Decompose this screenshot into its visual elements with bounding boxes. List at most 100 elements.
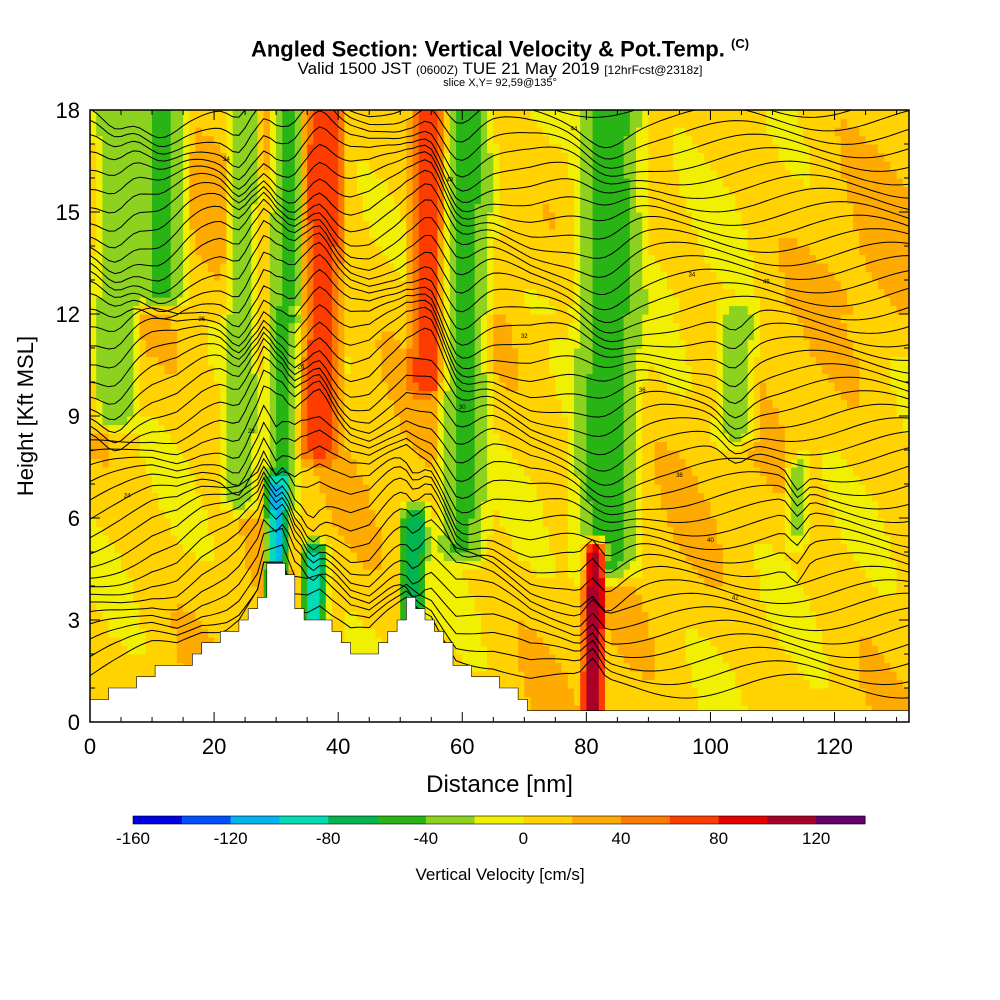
velocity-cell xyxy=(480,501,488,511)
velocity-cell xyxy=(332,475,339,485)
velocity-cell xyxy=(114,407,122,417)
velocity-cell xyxy=(350,560,358,570)
velocity-cell xyxy=(263,186,271,196)
velocity-cell xyxy=(133,424,141,434)
velocity-cell xyxy=(220,543,228,553)
velocity-cell xyxy=(133,263,141,273)
velocity-cell xyxy=(108,135,116,145)
velocity-cell xyxy=(90,331,97,341)
velocity-cell xyxy=(214,450,221,460)
velocity-cell xyxy=(238,339,246,349)
velocity-cell xyxy=(170,543,178,553)
velocity-cell xyxy=(102,620,110,630)
velocity-cell xyxy=(183,382,190,392)
velocity-cell xyxy=(201,467,209,477)
velocity-cell xyxy=(363,280,370,290)
velocity-cell xyxy=(449,526,457,536)
velocity-cell xyxy=(108,416,116,426)
velocity-cell xyxy=(338,628,345,638)
velocity-cell xyxy=(456,297,463,307)
velocity-cell xyxy=(226,560,234,570)
velocity-cell xyxy=(307,322,314,332)
velocity-cell xyxy=(170,280,178,290)
velocity-cell xyxy=(114,671,122,681)
velocity-cell xyxy=(511,382,519,392)
velocity-cell xyxy=(499,560,507,570)
velocity-cell xyxy=(443,569,451,579)
velocity-cell xyxy=(96,662,103,672)
velocity-cell xyxy=(499,263,507,273)
velocity-cell xyxy=(474,560,482,570)
velocity-cell xyxy=(294,560,302,570)
velocity-cell xyxy=(195,569,203,579)
velocity-cell xyxy=(418,135,426,145)
velocity-cell xyxy=(462,518,470,528)
velocity-cell xyxy=(90,433,97,443)
velocity-cell xyxy=(499,611,507,621)
velocity-cell xyxy=(145,280,153,290)
velocity-cell xyxy=(307,509,314,519)
velocity-cell xyxy=(282,450,290,460)
velocity-cell xyxy=(418,475,426,485)
velocity-cell xyxy=(90,365,97,375)
velocity-cell xyxy=(164,433,172,443)
velocity-cell xyxy=(400,535,407,545)
velocity-cell xyxy=(102,594,110,604)
velocity-cell xyxy=(207,331,215,341)
velocity-cell xyxy=(195,297,203,307)
velocity-cell xyxy=(90,569,97,579)
velocity-cell xyxy=(220,535,228,545)
velocity-cell xyxy=(505,399,513,409)
velocity-cell xyxy=(232,390,240,400)
velocity-cell xyxy=(387,569,395,579)
velocity-cell xyxy=(114,339,122,349)
velocity-cell xyxy=(418,212,426,222)
velocity-cell xyxy=(468,382,476,392)
velocity-cell xyxy=(108,288,116,298)
velocity-cell xyxy=(332,577,339,587)
velocity-cell xyxy=(189,586,197,596)
velocity-cell xyxy=(195,365,203,375)
velocity-cell xyxy=(276,322,283,332)
velocity-cell xyxy=(437,331,445,341)
velocity-cell xyxy=(499,161,507,171)
velocity-cell xyxy=(269,492,277,502)
velocity-cell xyxy=(468,144,476,154)
velocity-cell xyxy=(375,416,383,426)
velocity-cell xyxy=(214,458,221,468)
valid-utc: (0600Z) xyxy=(416,63,459,77)
velocity-cell xyxy=(176,407,184,417)
velocity-cell xyxy=(139,365,147,375)
velocity-cell xyxy=(294,526,302,536)
velocity-cell xyxy=(325,603,333,613)
velocity-cell xyxy=(269,552,277,562)
velocity-cell xyxy=(145,620,153,630)
velocity-cell xyxy=(511,492,519,502)
velocity-cell xyxy=(263,535,271,545)
velocity-cell xyxy=(133,390,141,400)
velocity-cell xyxy=(369,560,376,570)
velocity-cell xyxy=(108,620,116,630)
velocity-cell xyxy=(133,195,141,205)
velocity-cell xyxy=(505,679,513,689)
velocity-cell xyxy=(226,246,234,256)
velocity-cell xyxy=(381,637,389,647)
velocity-cell xyxy=(269,331,277,341)
velocity-cell xyxy=(96,144,103,154)
velocity-cell xyxy=(133,535,141,545)
velocity-cell xyxy=(176,297,184,307)
velocity-cell xyxy=(145,475,153,485)
velocity-cell xyxy=(121,161,128,171)
velocity-cell xyxy=(195,212,203,222)
velocity-cell xyxy=(90,407,97,417)
velocity-cell xyxy=(344,509,352,519)
velocity-cell xyxy=(245,322,252,332)
velocity-cell xyxy=(121,611,128,621)
velocity-cell xyxy=(238,271,246,281)
velocity-cell xyxy=(499,552,507,562)
velocity-cell xyxy=(176,246,184,256)
velocity-cell xyxy=(139,135,147,145)
velocity-cell xyxy=(443,543,451,553)
velocity-cell xyxy=(121,373,128,383)
velocity-cell xyxy=(418,144,426,154)
